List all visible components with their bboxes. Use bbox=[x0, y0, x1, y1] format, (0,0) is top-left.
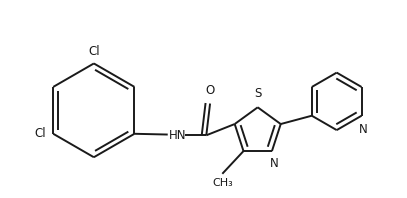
Text: N: N bbox=[359, 123, 368, 136]
Text: N: N bbox=[270, 157, 278, 170]
Text: CH₃: CH₃ bbox=[212, 178, 233, 188]
Text: O: O bbox=[206, 85, 215, 97]
Text: S: S bbox=[254, 87, 261, 100]
Text: Cl: Cl bbox=[34, 127, 46, 140]
Text: Cl: Cl bbox=[88, 45, 100, 58]
Text: HN: HN bbox=[169, 129, 187, 142]
